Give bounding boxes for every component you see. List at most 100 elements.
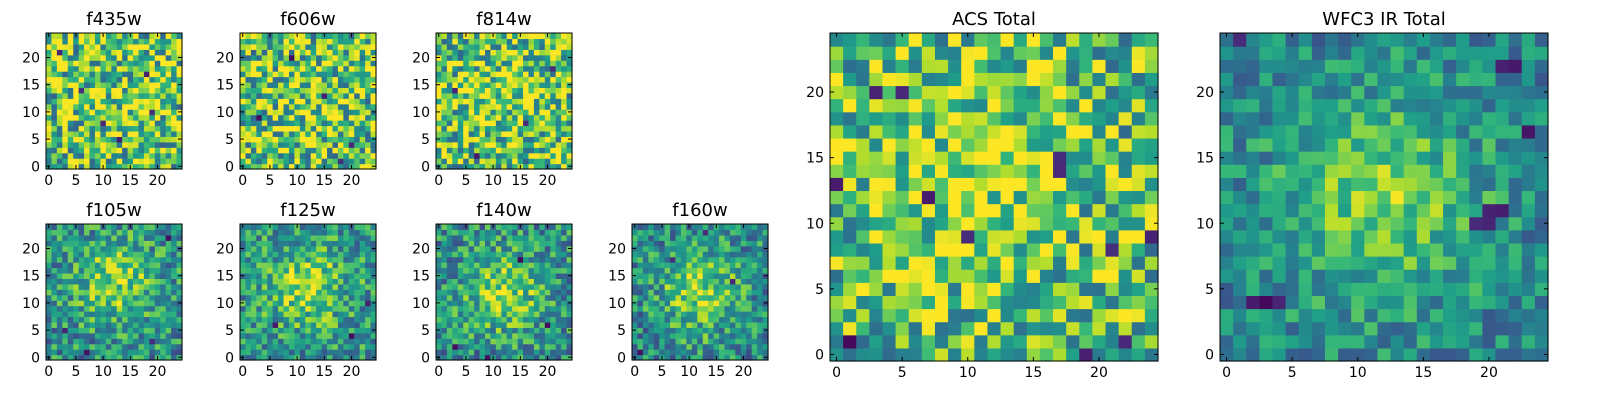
heatmap-cell xyxy=(294,327,301,334)
heatmap-cell xyxy=(528,152,535,159)
heatmap-cell xyxy=(843,347,857,362)
heatmap-cell xyxy=(517,81,524,88)
heatmap-cell xyxy=(176,158,183,165)
heatmap-cell xyxy=(240,349,247,356)
heatmap-cell xyxy=(116,316,123,323)
heatmap-cell xyxy=(691,262,698,269)
heatmap-cell xyxy=(506,283,513,290)
heatmap-cell xyxy=(697,294,704,301)
heatmap-cell xyxy=(452,234,459,241)
heatmap-cell xyxy=(452,158,459,165)
heatmap-cell xyxy=(283,305,290,312)
heatmap-cell xyxy=(670,305,677,312)
heatmap-cell xyxy=(533,147,540,154)
x-tick-label: 0 xyxy=(44,364,53,380)
heatmap-cell xyxy=(474,321,481,328)
heatmap-cell xyxy=(1000,164,1015,178)
heatmap-cell xyxy=(321,305,328,312)
heatmap-cell xyxy=(370,114,377,121)
heatmap-cell xyxy=(1105,203,1120,218)
heatmap-cell xyxy=(288,114,295,121)
heatmap-cell xyxy=(272,71,279,78)
heatmap-cell xyxy=(283,49,290,56)
heatmap-cell xyxy=(675,321,682,328)
heatmap-cell xyxy=(1131,347,1146,362)
heatmap-cell xyxy=(517,65,524,72)
heatmap-cell xyxy=(713,234,720,241)
heatmap-cell xyxy=(479,141,486,148)
heatmap-cell xyxy=(370,229,377,236)
heatmap-cell xyxy=(171,158,178,165)
heatmap-cell xyxy=(370,147,377,154)
heatmap-cell xyxy=(89,152,96,159)
heatmap-cell xyxy=(637,289,644,296)
heatmap-cell xyxy=(78,294,85,301)
heatmap-cell xyxy=(436,141,443,148)
heatmap-cell xyxy=(73,278,80,285)
heatmap-cell xyxy=(332,114,339,121)
heatmap-cell xyxy=(294,54,301,61)
heatmap-cell xyxy=(735,289,742,296)
heatmap-cell xyxy=(533,294,540,301)
heatmap-cell xyxy=(176,343,183,350)
heatmap-cell xyxy=(105,49,112,56)
heatmap-cell xyxy=(566,98,573,105)
heatmap-cell xyxy=(642,311,649,318)
heatmap-cell xyxy=(160,125,167,132)
heatmap-cell xyxy=(261,240,268,247)
heatmap-cell xyxy=(895,216,910,231)
heatmap-cell xyxy=(261,98,268,105)
heatmap-cell xyxy=(751,305,758,312)
heatmap-cell xyxy=(171,141,178,148)
heatmap-cell xyxy=(528,289,535,296)
heatmap-cell xyxy=(299,305,306,312)
heatmap-cell xyxy=(517,130,524,137)
heatmap-cell xyxy=(719,316,726,323)
heatmap-cell xyxy=(544,289,551,296)
heatmap-cell xyxy=(746,338,753,345)
heatmap-cell xyxy=(343,120,350,127)
heatmap-cell xyxy=(165,125,172,132)
heatmap-cell xyxy=(446,321,453,328)
heatmap-cell xyxy=(708,338,715,345)
heatmap-cell xyxy=(288,349,295,356)
heatmap-cell xyxy=(62,65,69,72)
heatmap-cell xyxy=(479,158,486,165)
heatmap-cell xyxy=(523,316,530,323)
heatmap-cell xyxy=(1066,203,1080,218)
heatmap-cell xyxy=(261,43,268,50)
heatmap-cell xyxy=(250,98,257,105)
heatmap-cell xyxy=(51,229,58,236)
heatmap-cell xyxy=(539,54,546,61)
heatmap-cell xyxy=(512,354,519,361)
heatmap-cell xyxy=(729,262,736,269)
heatmap-cell xyxy=(138,278,145,285)
heatmap-cell xyxy=(359,109,366,116)
heatmap-cell xyxy=(250,92,257,99)
heatmap-cell xyxy=(506,272,513,279)
heatmap-cell xyxy=(561,256,568,263)
heatmap-cell xyxy=(165,289,172,296)
heatmap-cell xyxy=(305,224,312,231)
heatmap-cell xyxy=(176,92,183,99)
heatmap-cell xyxy=(729,300,736,307)
heatmap-cell xyxy=(452,267,459,274)
heatmap-cell xyxy=(272,92,279,99)
heatmap-cell xyxy=(256,289,263,296)
heatmap-cell xyxy=(84,300,91,307)
heatmap-cell xyxy=(1026,269,1041,283)
heatmap-cell xyxy=(73,87,80,94)
heatmap-cell xyxy=(506,229,513,236)
heatmap-cells xyxy=(436,224,573,361)
heatmap-cell xyxy=(165,163,172,170)
heatmap-cell xyxy=(882,216,897,231)
heatmap-cell xyxy=(566,76,573,83)
heatmap-cell xyxy=(1144,347,1159,362)
heatmap-cell xyxy=(1105,229,1120,244)
heatmap-cell xyxy=(278,163,285,170)
heatmap-cell xyxy=(908,216,923,231)
heatmap-cell xyxy=(94,98,101,105)
heatmap-cell xyxy=(94,283,101,290)
heatmap-cell xyxy=(724,262,731,269)
heatmap-cell xyxy=(637,327,644,334)
